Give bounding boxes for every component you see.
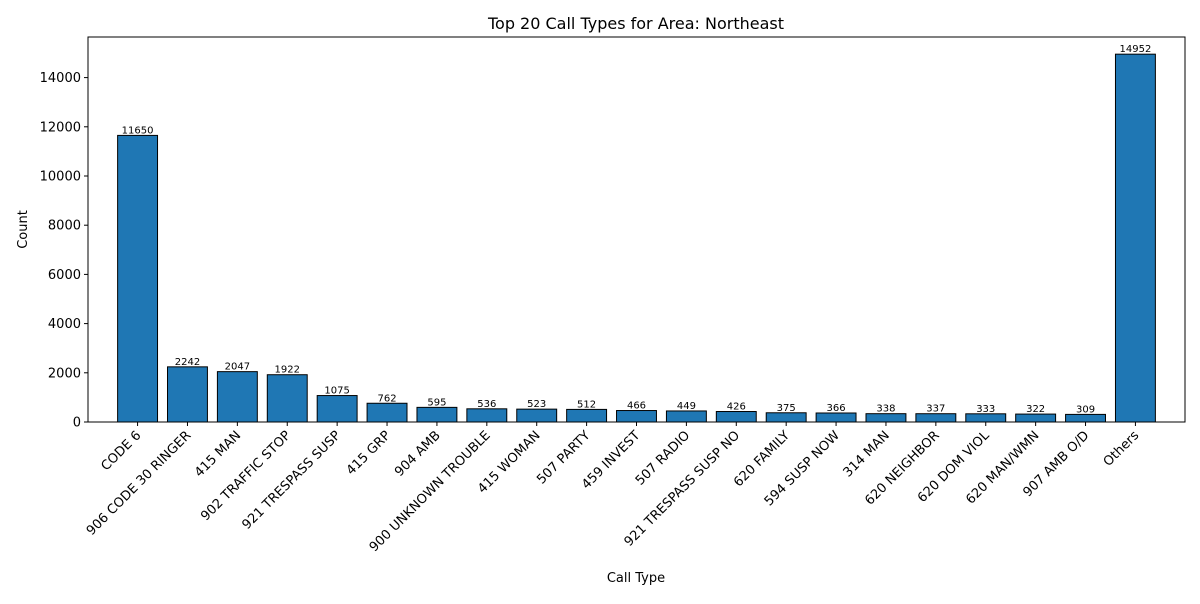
y-axis: 0 2000 4000 6000 8000 10000 12000 14000 <box>40 71 88 431</box>
bar <box>616 410 657 423</box>
x-tick-label: Others <box>1101 428 1143 470</box>
bar-value-label: 466 <box>627 401 646 412</box>
bar-value-label: 536 <box>477 399 496 410</box>
bar-value-label: 2242 <box>175 357 200 368</box>
bar <box>117 134 159 423</box>
bar <box>1015 413 1057 423</box>
bar <box>266 374 308 423</box>
bar <box>366 402 408 423</box>
bar-value-label: 366 <box>827 403 846 414</box>
bar <box>865 413 907 423</box>
x-tick-label: 904 AMB <box>392 428 444 480</box>
bar <box>316 395 358 423</box>
plot-frame <box>87 36 1186 423</box>
data-labels-group: 11650 2242 2047 1922 1075 762 595 536 523 512 466 4… <box>122 44 1152 415</box>
y-tick-label: 2000 <box>48 366 81 381</box>
bar-value-label: 2047 <box>225 362 250 373</box>
bar-value-label: 426 <box>727 402 746 413</box>
y-tick-label: 12000 <box>40 120 81 135</box>
bar-value-label: 595 <box>427 397 446 408</box>
bar <box>715 411 757 423</box>
bar-value-label: 1922 <box>275 365 300 376</box>
bars-group <box>117 53 1156 423</box>
bar-value-label: 523 <box>527 399 546 410</box>
y-tick-label: 6000 <box>48 268 81 283</box>
y-tick-label: 8000 <box>48 219 81 234</box>
y-tick-label: 10000 <box>40 169 81 184</box>
x-tick-label: 314 MAN <box>841 428 893 480</box>
bar <box>566 408 608 423</box>
bar <box>1065 413 1106 423</box>
bar <box>167 366 208 423</box>
bar <box>765 412 807 423</box>
bar-value-label: 762 <box>377 393 396 404</box>
x-tick-label: 902 TRAFFIC STOP <box>198 428 294 524</box>
x-tick-label: 415 GRP <box>344 428 394 478</box>
bar-value-label: 309 <box>1076 404 1095 415</box>
bar <box>516 408 558 423</box>
bar <box>466 408 508 423</box>
bar-value-label: 1075 <box>324 386 349 397</box>
bar-value-label: 337 <box>926 404 945 415</box>
y-tick-label: 0 <box>73 416 81 431</box>
bar-value-label: 449 <box>677 401 696 412</box>
bar-value-label: 11650 <box>122 125 154 136</box>
bar-value-label: 512 <box>577 399 596 410</box>
chart-title: Top 20 Call Types for Area: Northeast <box>487 14 784 33</box>
bar <box>216 371 258 423</box>
bar-value-label: 375 <box>777 403 796 414</box>
bar-value-label: 338 <box>876 404 895 415</box>
bar <box>416 406 458 423</box>
x-tick-label: 921 TRESPASS SUSP <box>239 428 344 533</box>
y-tick-label: 4000 <box>48 317 81 332</box>
x-axis-label: Call Type <box>607 571 665 586</box>
bar <box>815 412 857 423</box>
bar <box>915 413 957 423</box>
bar <box>665 410 707 423</box>
x-tick-label: 415 MAN <box>192 428 244 480</box>
bar-value-label: 322 <box>1026 404 1045 415</box>
bar <box>1114 53 1156 423</box>
y-axis-label: Count <box>16 210 31 249</box>
bar <box>965 413 1007 423</box>
bar-value-label: 333 <box>976 404 995 415</box>
bar-value-label: 14952 <box>1120 44 1152 55</box>
y-tick-label: 14000 <box>40 71 81 86</box>
x-tick-label: 906 CODE 30 RINGER <box>84 428 194 538</box>
x-tick-label: CODE 6 <box>98 428 144 474</box>
